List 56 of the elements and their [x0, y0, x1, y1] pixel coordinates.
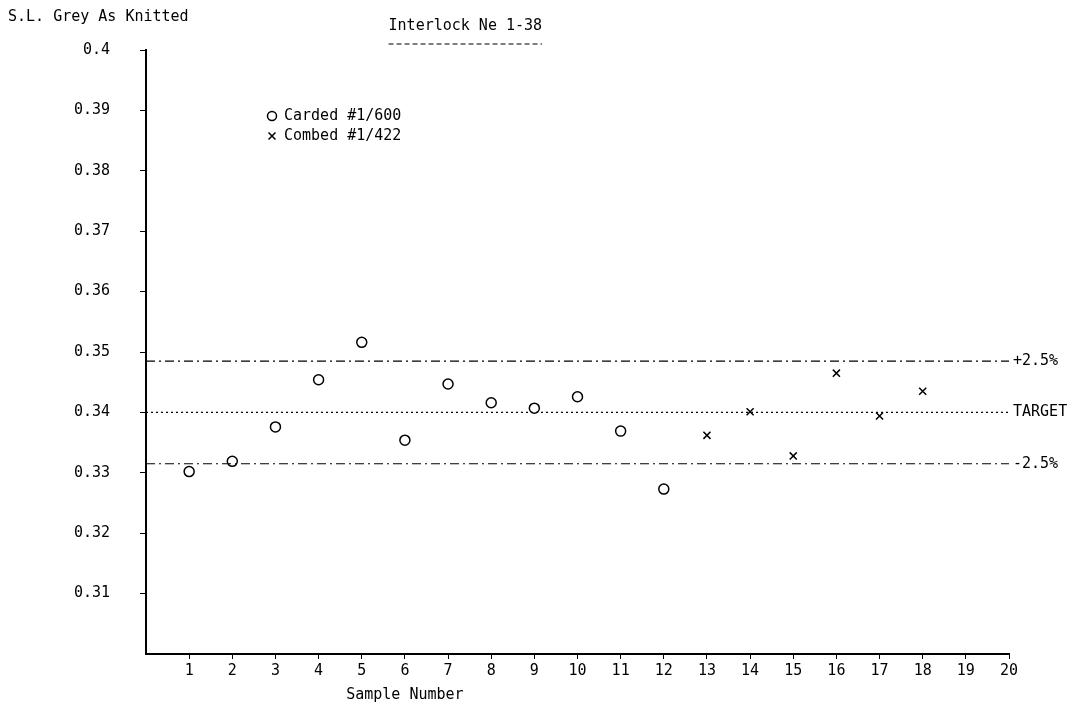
point [485, 396, 497, 409]
x-tick-label: 8 [486, 660, 496, 679]
annotation: -2.5% [1013, 453, 1059, 472]
y-tick-label: 0.32 [73, 523, 110, 542]
legend-label: Carded #1/600 [284, 106, 402, 124]
x-tick-label: 18 [913, 660, 932, 679]
point [442, 378, 454, 390]
y-tick-label: 0.38 [73, 160, 110, 179]
x-tick-label: 7 [443, 660, 453, 679]
x-tick-label: 15 [784, 660, 803, 679]
x-tick-label: 5 [357, 660, 367, 679]
point [702, 431, 712, 440]
chart-title: Interlock Ne 1-38 [388, 16, 543, 34]
point [658, 483, 670, 495]
point [399, 434, 411, 446]
ref-line-label: TARGET [1013, 402, 1068, 421]
x-tick-label: 10 [568, 660, 587, 679]
x-tick-label: 19 [956, 660, 975, 679]
point [918, 386, 927, 396]
x-tick-label: 16 [827, 660, 846, 679]
x-tick-label: 6 [400, 660, 410, 679]
point [745, 407, 755, 417]
y-tick-label: 0.4 [82, 39, 110, 58]
x-tick-label: 4 [314, 660, 324, 679]
point [832, 368, 841, 378]
x-tick-label: 9 [529, 660, 539, 679]
point [269, 421, 282, 433]
y-tick-label: 0.31 [73, 583, 110, 602]
x-tick-label: 14 [741, 660, 760, 679]
x-tick-label: 12 [654, 660, 673, 679]
y-tick-label: 0.36 [73, 281, 110, 300]
y-tick-label: 0.39 [73, 100, 110, 119]
point [528, 402, 541, 414]
x-tick-label: 1 [184, 660, 194, 679]
point [571, 390, 584, 403]
x-tick-label: 20 [999, 660, 1019, 679]
y-tick-label: 0.33 [73, 462, 110, 481]
point [312, 374, 325, 386]
legend-label: Combed #1/422 [284, 126, 402, 144]
x-tick-label: 2 [227, 660, 237, 679]
point [788, 451, 798, 461]
point [226, 455, 239, 468]
y-axis-title: S.L. Grey As Knitted [8, 7, 189, 26]
y-tick-label: 0.35 [73, 341, 110, 360]
point [875, 411, 884, 421]
x-tick-label: 17 [870, 660, 889, 679]
y-tick-label: 0.37 [73, 221, 110, 240]
x-axis-title: Sample Number [346, 685, 464, 704]
y-tick-label: 0.34 [73, 402, 110, 421]
point [614, 425, 627, 437]
x-tick-label: 11 [611, 660, 630, 679]
point [183, 465, 195, 478]
x-tick-label: 13 [697, 660, 716, 679]
point [356, 336, 368, 349]
x-tick-label: 3 [270, 660, 280, 679]
annotation: +2.5% [1013, 350, 1059, 369]
